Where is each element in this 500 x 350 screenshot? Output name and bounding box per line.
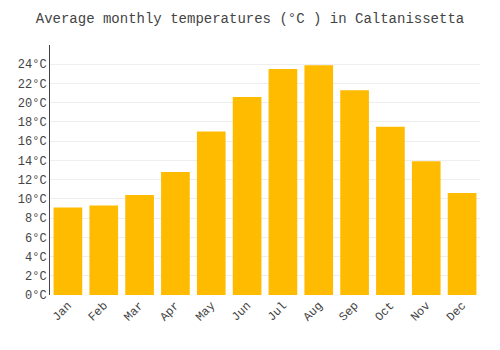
svg-text:20°C: 20°C <box>18 97 47 111</box>
svg-text:Aug: Aug <box>301 299 326 324</box>
svg-text:Average monthly temperatures (: Average monthly temperatures (°C ) in Ca… <box>36 11 464 27</box>
svg-text:Jun: Jun <box>229 299 254 324</box>
svg-text:16°C: 16°C <box>18 135 47 149</box>
svg-text:22°C: 22°C <box>18 78 47 92</box>
svg-text:10°C: 10°C <box>18 193 47 207</box>
svg-text:0°C: 0°C <box>25 289 47 303</box>
svg-text:6°C: 6°C <box>25 232 47 246</box>
svg-text:14°C: 14°C <box>18 155 47 169</box>
svg-text:Jul: Jul <box>265 299 290 324</box>
svg-text:4°C: 4°C <box>25 251 47 265</box>
svg-text:Sep: Sep <box>336 299 361 324</box>
svg-text:Nov: Nov <box>408 299 433 324</box>
svg-text:Mar: Mar <box>121 299 146 324</box>
svg-text:Feb: Feb <box>86 299 111 324</box>
svg-text:Dec: Dec <box>444 299 469 324</box>
svg-text:24°C: 24°C <box>18 58 47 72</box>
svg-text:Jan: Jan <box>50 299 75 324</box>
svg-text:May: May <box>193 299 218 324</box>
svg-text:Oct: Oct <box>372 299 397 324</box>
svg-text:Apr: Apr <box>157 299 182 324</box>
svg-text:8°C: 8°C <box>25 212 47 226</box>
svg-text:12°C: 12°C <box>18 174 47 188</box>
svg-text:2°C: 2°C <box>25 270 47 284</box>
svg-text:18°C: 18°C <box>18 116 47 130</box>
